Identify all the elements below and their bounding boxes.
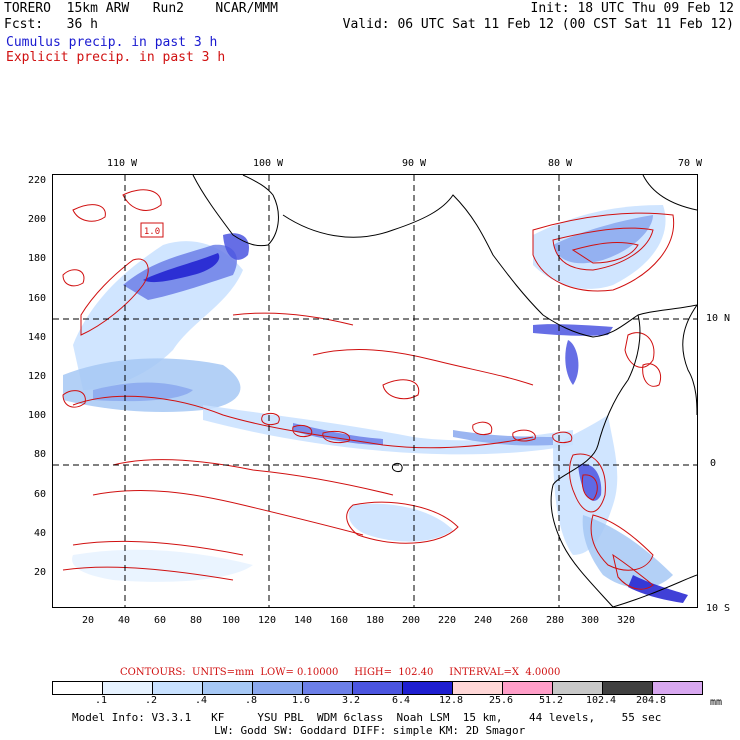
y-tick: 40 bbox=[33, 528, 46, 539]
x-tick: 220 bbox=[437, 615, 457, 626]
colorbar-label: 1.6 bbox=[291, 695, 311, 706]
lon-label: 110 W bbox=[106, 158, 138, 169]
physics-info: LW: Godd SW: Goddard DIFF: simple KM: 2D… bbox=[214, 724, 526, 737]
colorbar-swatch bbox=[603, 682, 653, 694]
init-time: Init: 18 UTC Thu 09 Feb 12 bbox=[530, 1, 735, 16]
x-tick: 80 bbox=[189, 615, 203, 626]
x-tick: 200 bbox=[401, 615, 421, 626]
x-tick: 120 bbox=[257, 615, 277, 626]
colorbar-label: .1 bbox=[94, 695, 108, 706]
lon-label: 90 W bbox=[401, 158, 427, 169]
x-tick: 100 bbox=[221, 615, 241, 626]
colorbar-label: 102.4 bbox=[585, 695, 617, 706]
colorbar-label: 25.6 bbox=[488, 695, 514, 706]
colorbar-label: 204.8 bbox=[635, 695, 667, 706]
explicit-precip-contours bbox=[62, 189, 675, 590]
analysis-box bbox=[140, 222, 164, 238]
coastlines bbox=[192, 175, 697, 607]
x-tick: 20 bbox=[81, 615, 95, 626]
lon-label: 100 W bbox=[252, 158, 284, 169]
colorbar-label: 6.4 bbox=[391, 695, 411, 706]
cumulus-precip-shading bbox=[63, 205, 688, 603]
colorbar-label: 51.2 bbox=[538, 695, 564, 706]
grid-lines bbox=[53, 175, 697, 607]
colorbar-swatch bbox=[153, 682, 203, 694]
y-tick: 220 bbox=[27, 175, 46, 186]
x-tick: 180 bbox=[365, 615, 385, 626]
x-tick: 60 bbox=[153, 615, 167, 626]
explicit-label: Explicit precip. in past 3 h bbox=[6, 50, 226, 65]
colorbar-swatch bbox=[403, 682, 453, 694]
y-tick: 100 bbox=[27, 410, 46, 421]
colorbar-swatch bbox=[353, 682, 403, 694]
lat-label: 10 S bbox=[706, 603, 731, 614]
y-tick: 140 bbox=[27, 332, 46, 343]
model-info: Model Info: V3.3.1 KF YSU PBL WDM 6class… bbox=[72, 711, 662, 724]
colorbar-swatch bbox=[553, 682, 603, 694]
y-tick: 200 bbox=[27, 214, 46, 225]
colorbar-label: 12.8 bbox=[438, 695, 464, 706]
colorbar-swatch bbox=[253, 682, 303, 694]
colorbar-swatch bbox=[653, 682, 702, 694]
precip-map: 1.0 bbox=[52, 174, 698, 608]
x-tick: 240 bbox=[473, 615, 493, 626]
x-tick: 300 bbox=[580, 615, 600, 626]
lat-label: 10 N bbox=[706, 313, 731, 324]
y-tick: 20 bbox=[33, 567, 46, 578]
colorbar-swatch bbox=[103, 682, 153, 694]
x-tick: 160 bbox=[329, 615, 349, 626]
colorbar-swatch bbox=[53, 682, 103, 694]
x-tick: 280 bbox=[545, 615, 565, 626]
cumulus-label: Cumulus precip. in past 3 h bbox=[6, 35, 218, 50]
valid-time: Valid: 06 UTC Sat 11 Feb 12 (00 CST Sat … bbox=[342, 17, 734, 32]
colorbar-swatch bbox=[453, 682, 503, 694]
y-tick: 180 bbox=[27, 253, 46, 264]
contour-info: CONTOURS: UNITS=mm LOW= 0.10000 HIGH= 10… bbox=[120, 667, 561, 678]
color-scale-bar bbox=[52, 681, 703, 695]
colorbar-swatch bbox=[303, 682, 353, 694]
lat-label: 0 bbox=[710, 458, 717, 469]
box-label: 1.0 bbox=[144, 227, 160, 237]
map-canvas: 1.0 bbox=[53, 175, 697, 607]
colorbar-unit: mm bbox=[710, 697, 723, 708]
x-tick: 320 bbox=[616, 615, 636, 626]
y-tick: 160 bbox=[27, 293, 46, 304]
colorbar-swatch bbox=[503, 682, 553, 694]
y-tick: 120 bbox=[27, 371, 46, 382]
colorbar-label: .8 bbox=[244, 695, 258, 706]
colorbar-swatch bbox=[203, 682, 253, 694]
colorbar-label: .2 bbox=[144, 695, 158, 706]
colorbar-label: .4 bbox=[194, 695, 208, 706]
colorbar-label: 3.2 bbox=[341, 695, 361, 706]
x-tick: 140 bbox=[293, 615, 313, 626]
x-tick: 40 bbox=[117, 615, 131, 626]
x-tick: 260 bbox=[509, 615, 529, 626]
model-title: TORERO 15km ARW Run2 NCAR/MMM bbox=[4, 1, 278, 16]
y-tick: 60 bbox=[33, 489, 46, 500]
lon-label: 80 W bbox=[547, 158, 573, 169]
forecast-hour: Fcst: 36 h bbox=[4, 17, 98, 32]
lon-label: 70 W bbox=[677, 158, 703, 169]
y-tick: 80 bbox=[33, 449, 46, 460]
